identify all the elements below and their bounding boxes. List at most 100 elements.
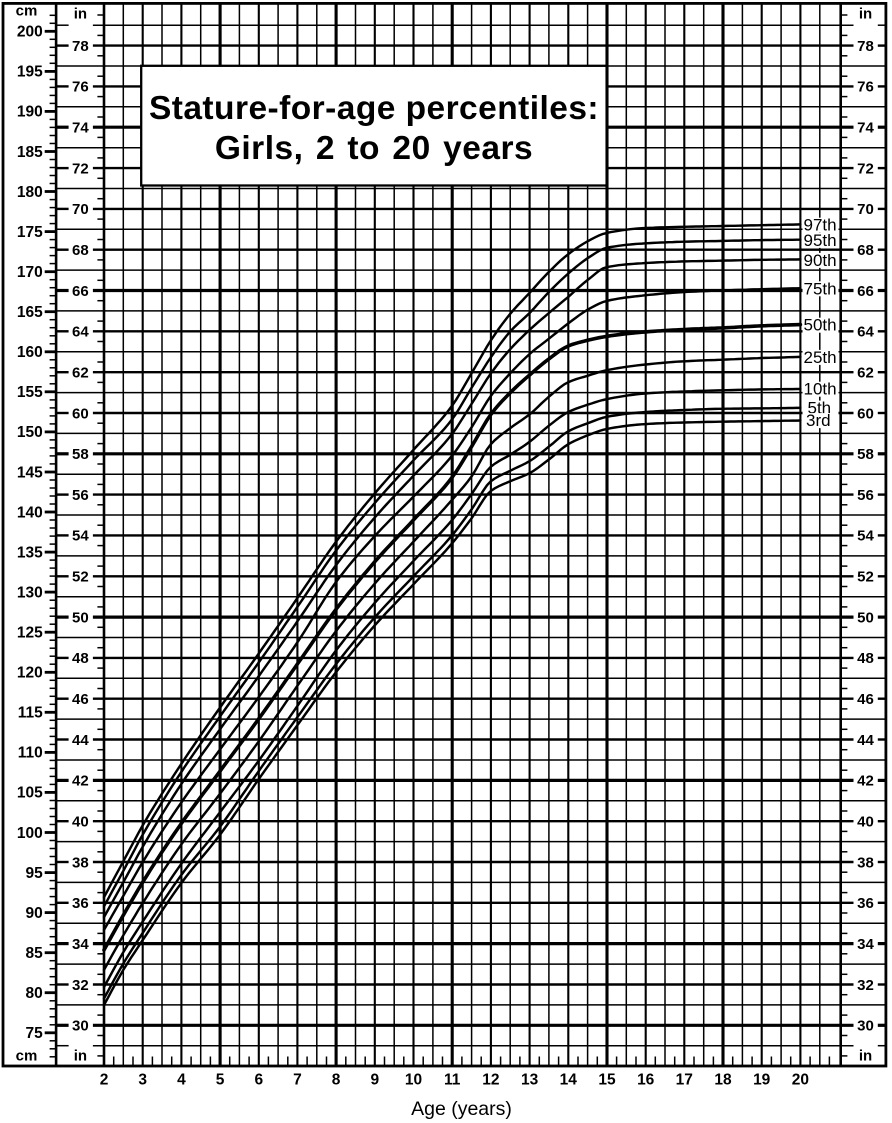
svg-text:180: 180 — [17, 184, 43, 201]
svg-text:78: 78 — [857, 38, 874, 55]
svg-text:66: 66 — [72, 283, 89, 300]
svg-text:34: 34 — [72, 936, 89, 953]
svg-text:170: 170 — [17, 264, 43, 281]
svg-text:68: 68 — [857, 242, 874, 259]
svg-text:44: 44 — [72, 732, 89, 749]
svg-text:97th: 97th — [804, 216, 837, 235]
svg-text:10: 10 — [405, 1072, 422, 1089]
svg-text:42: 42 — [857, 773, 874, 790]
svg-text:80: 80 — [26, 985, 43, 1002]
svg-text:10th: 10th — [804, 380, 837, 399]
svg-text:2: 2 — [100, 1072, 109, 1089]
svg-text:72: 72 — [857, 160, 874, 177]
svg-text:54: 54 — [857, 528, 874, 545]
svg-text:175: 175 — [17, 224, 43, 241]
svg-text:78: 78 — [72, 38, 89, 55]
svg-text:66: 66 — [857, 283, 874, 300]
svg-text:46: 46 — [72, 691, 89, 708]
svg-text:130: 130 — [17, 584, 43, 601]
svg-text:74: 74 — [72, 120, 89, 137]
svg-text:52: 52 — [857, 569, 874, 586]
svg-text:58: 58 — [72, 446, 89, 463]
svg-text:58: 58 — [857, 446, 874, 463]
svg-text:185: 185 — [17, 144, 43, 161]
svg-text:16: 16 — [637, 1072, 655, 1089]
svg-text:5th: 5th — [808, 399, 832, 418]
svg-text:115: 115 — [18, 705, 43, 722]
svg-text:3rd: 3rd — [806, 411, 831, 430]
svg-text:155: 155 — [17, 384, 43, 401]
svg-text:13: 13 — [521, 1072, 539, 1089]
svg-text:90: 90 — [26, 905, 43, 922]
svg-text:40: 40 — [72, 814, 89, 831]
svg-text:4: 4 — [177, 1072, 186, 1089]
svg-text:in: in — [74, 6, 87, 23]
svg-text:60: 60 — [857, 405, 874, 422]
svg-text:19: 19 — [753, 1072, 771, 1089]
svg-text:34: 34 — [857, 936, 874, 953]
svg-text:74: 74 — [857, 120, 874, 137]
svg-text:110: 110 — [18, 745, 43, 762]
svg-text:38: 38 — [72, 854, 89, 871]
svg-text:54: 54 — [72, 528, 89, 545]
svg-text:150: 150 — [17, 424, 43, 441]
svg-text:14: 14 — [560, 1072, 578, 1089]
svg-text:160: 160 — [17, 344, 43, 361]
svg-text:60: 60 — [72, 405, 89, 422]
svg-text:48: 48 — [72, 650, 89, 667]
svg-text:145: 145 — [17, 464, 43, 481]
svg-text:105: 105 — [17, 785, 43, 802]
svg-text:in: in — [859, 1047, 872, 1064]
svg-text:76: 76 — [857, 79, 874, 96]
svg-text:46: 46 — [857, 691, 874, 708]
svg-text:70: 70 — [72, 201, 89, 218]
svg-text:200: 200 — [17, 24, 43, 41]
svg-text:32: 32 — [72, 977, 89, 994]
svg-text:190: 190 — [17, 104, 43, 121]
svg-text:38: 38 — [857, 854, 874, 871]
svg-text:36: 36 — [72, 895, 89, 912]
svg-text:12: 12 — [482, 1072, 499, 1089]
svg-text:52: 52 — [72, 569, 89, 586]
svg-text:8: 8 — [332, 1072, 341, 1089]
svg-text:62: 62 — [72, 365, 89, 382]
svg-text:72: 72 — [72, 160, 89, 177]
svg-text:75: 75 — [26, 1025, 44, 1042]
svg-text:95th: 95th — [804, 231, 837, 250]
svg-text:135: 135 — [17, 544, 43, 561]
svg-text:64: 64 — [857, 324, 874, 341]
svg-text:Stature-for-age percentiles:: Stature-for-age percentiles: — [149, 90, 599, 127]
svg-text:7: 7 — [293, 1072, 302, 1089]
svg-text:5: 5 — [216, 1072, 225, 1089]
svg-text:120: 120 — [17, 665, 43, 682]
svg-text:25th: 25th — [804, 348, 837, 367]
svg-text:100: 100 — [17, 825, 43, 842]
svg-text:64: 64 — [72, 324, 89, 341]
svg-text:165: 165 — [17, 304, 43, 321]
svg-text:90th: 90th — [804, 251, 837, 270]
svg-text:cm: cm — [16, 2, 38, 19]
svg-text:6: 6 — [254, 1072, 263, 1089]
svg-text:195: 195 — [17, 64, 43, 81]
svg-text:76: 76 — [72, 79, 89, 96]
svg-text:70: 70 — [857, 201, 874, 218]
svg-text:56: 56 — [72, 487, 89, 504]
svg-text:18: 18 — [714, 1072, 732, 1089]
svg-text:40: 40 — [857, 814, 874, 831]
svg-text:in: in — [859, 6, 872, 23]
svg-text:11: 11 — [444, 1072, 461, 1089]
svg-text:56: 56 — [857, 487, 874, 504]
svg-text:30: 30 — [72, 1018, 89, 1035]
svg-text:36: 36 — [857, 895, 874, 912]
svg-text:20: 20 — [792, 1072, 809, 1089]
svg-text:95: 95 — [26, 865, 44, 882]
svg-text:15: 15 — [598, 1072, 616, 1089]
svg-text:62: 62 — [857, 365, 874, 382]
svg-text:140: 140 — [17, 504, 43, 521]
svg-text:30: 30 — [857, 1018, 874, 1035]
svg-text:9: 9 — [370, 1072, 379, 1089]
svg-text:48: 48 — [857, 650, 874, 667]
svg-text:75th: 75th — [804, 279, 837, 298]
svg-text:3: 3 — [138, 1072, 147, 1089]
svg-text:50: 50 — [857, 609, 874, 626]
